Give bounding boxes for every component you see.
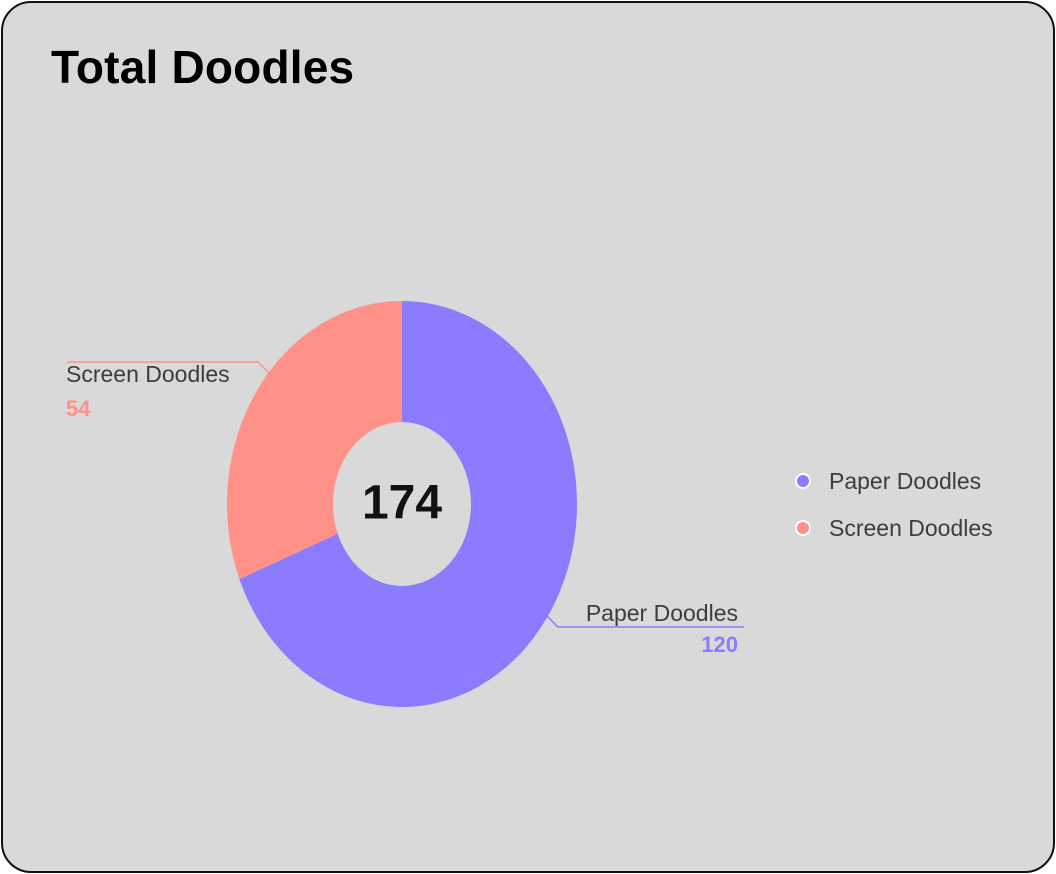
legend-item-screen-doodles[interactable]: Screen Doodles [795,513,993,543]
donut-hole [333,422,471,586]
screen-doodles-leader-line [67,361,270,374]
center-total-label: 174 [362,477,442,530]
paper-doodles-swatch-icon [795,473,811,489]
screen-doodles-slice-label: Screen Doodles [66,361,230,387]
legend-label-paper-doodles: Paper Doodles [829,467,982,494]
chart-title: Total Doodles [51,41,355,93]
paper-doodles-slice-label: Paper Doodles [586,600,738,626]
screen-doodles-swatch-icon [795,520,811,536]
paper-doodles-slice-value: 120 [701,632,738,657]
screen-doodles-slice-value: 54 [66,396,91,421]
chart-legend: Paper Doodles Screen Doodles [795,466,993,560]
legend-item-paper-doodles[interactable]: Paper Doodles [795,466,993,496]
legend-label-screen-doodles: Screen Doodles [829,514,993,541]
paper-doodles-leader-line [545,614,744,628]
